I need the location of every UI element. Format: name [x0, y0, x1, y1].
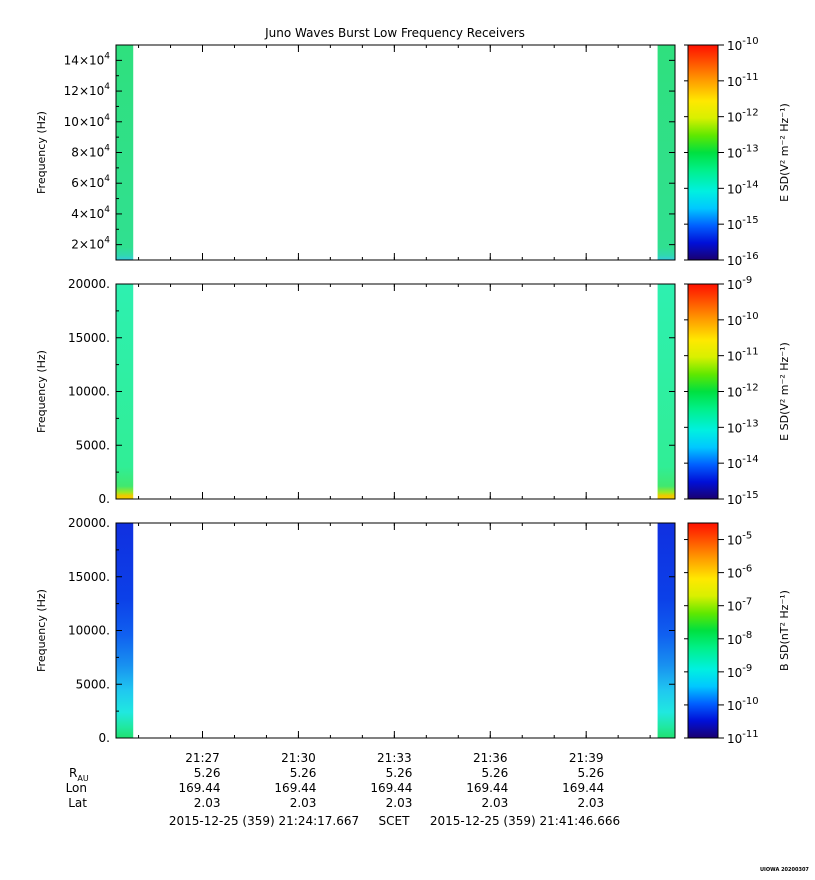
y-tick-label: 8×104	[71, 144, 110, 160]
footer-end: 2015-12-25 (359) 21:41:46.666	[430, 814, 620, 828]
ephemeris-table: RAULonLat5.26169.442.035.26169.442.035.2…	[66, 766, 605, 810]
colorbar-label: B SD(nT² Hz⁻¹)	[778, 590, 791, 671]
y-tick-label: 6×104	[71, 174, 110, 190]
plot-frame	[115, 283, 676, 500]
eph-value-r: 5.26	[386, 766, 413, 780]
footer-frame: SCET	[379, 814, 411, 828]
time-tick-label: 21:30	[281, 751, 316, 765]
eph-value-lat: 2.03	[386, 796, 413, 810]
eph-value-lon: 169.44	[466, 781, 508, 795]
y-axis-label: Frequency (Hz)	[35, 350, 48, 433]
colorbar-tick-label: 10-8	[727, 630, 752, 647]
y-tick-label: 20000.	[68, 277, 110, 291]
colorbar-tick-label: 10-11	[727, 729, 759, 746]
eph-value-lat: 2.03	[290, 796, 317, 810]
colorbar-tick-label: 10-9	[727, 275, 752, 292]
y-tick-label: 0.	[99, 492, 110, 506]
eph-label-lon: Lon	[66, 781, 87, 795]
eph-value-r: 5.26	[194, 766, 221, 780]
colorbar-tick-label: 10-10	[727, 696, 759, 713]
y-axis-label: Frequency (Hz)	[35, 111, 48, 194]
colorbar-tick-label: 10-10	[727, 36, 759, 53]
eph-value-lat: 2.03	[577, 796, 604, 810]
colorbar	[687, 522, 719, 739]
colorbar-tick-label: 10-14	[727, 179, 759, 196]
time-tick-label: 21:33	[377, 751, 412, 765]
eph-value-r: 5.26	[290, 766, 317, 780]
colorbar-tick-label: 10-14	[727, 454, 759, 471]
eph-value-r: 5.26	[482, 766, 509, 780]
eph-value-lon: 169.44	[274, 781, 316, 795]
time-tick-label: 21:36	[473, 751, 508, 765]
y-tick-label: 2×104	[71, 236, 110, 252]
colorbar	[687, 283, 719, 500]
y-tick-label: 5000.	[76, 677, 110, 691]
time-axis: 21:27 21:30 21:33 21:36 21:39	[185, 751, 603, 765]
time-tick-label: 21:27	[185, 751, 220, 765]
eph-label-lat: Lat	[68, 796, 87, 810]
data-burst-2	[657, 45, 675, 260]
colorbar-tick-label: 10-11	[727, 347, 759, 364]
colorbar-tick-label: 10-12	[727, 108, 759, 125]
y-tick-label: 12×104	[64, 82, 111, 98]
panel-3: 0. 5000. 10000. 15000. 20000. Frequency (Hz) 1…	[35, 516, 791, 746]
footer-start: 2015-12-25 (359) 21:24:17.667	[169, 814, 359, 828]
panels-group: 2×104 4×104 6×104 8×104 10×104 12×104 14×104 Fr…	[35, 36, 791, 746]
credit-label: UIOWA 20200307	[760, 867, 809, 873]
colorbar-tick-label: 10-13	[727, 144, 759, 161]
eph-value-lon: 169.44	[179, 781, 221, 795]
colorbar-tick-label: 10-7	[727, 597, 752, 614]
panel-1: 2×104 4×104 6×104 8×104 10×104 12×104 14×104 Fr…	[35, 36, 791, 268]
colorbar-tick-label: 10-16	[727, 251, 759, 268]
colorbar-label: E SD(V² m⁻² Hz⁻¹)	[778, 342, 791, 441]
colorbar-tick-label: 10-12	[727, 383, 759, 400]
colorbar-tick-label: 10-15	[727, 490, 759, 507]
y-tick-label: 15000.	[68, 570, 110, 584]
y-tick-label: 10×104	[64, 113, 111, 129]
eph-value-lat: 2.03	[482, 796, 509, 810]
colorbar-tick-label: 10-10	[727, 311, 759, 328]
y-tick-label: 10000.	[68, 385, 110, 399]
plot-frame	[115, 44, 676, 261]
eph-value-r: 5.26	[577, 766, 604, 780]
y-axis-label: Frequency (Hz)	[35, 589, 48, 672]
colorbar-tick-label: 10-9	[727, 663, 752, 680]
y-tick-label: 0.	[99, 731, 110, 745]
y-tick-label: 5000.	[76, 438, 110, 452]
y-tick-label: 20000.	[68, 516, 110, 530]
y-tick-label: 4×104	[71, 205, 110, 221]
colorbar-tick-label: 10-13	[727, 418, 759, 435]
panel-2: 0. 5000. 10000. 15000. 20000. Frequency (Hz) 1…	[35, 275, 791, 507]
figure-title: Juno Waves Burst Low Frequency Receivers	[264, 26, 525, 40]
time-tick-label: 21:39	[569, 751, 604, 765]
y-tick-label: 15000.	[68, 331, 110, 345]
colorbar-tick-label: 10-6	[727, 564, 752, 581]
eph-value-lon: 169.44	[370, 781, 412, 795]
colorbar-tick-label: 10-5	[727, 531, 752, 548]
y-tick-label: 10000.	[68, 624, 110, 638]
y-tick-label: 14×104	[64, 51, 111, 67]
eph-value-lon: 169.44	[562, 781, 604, 795]
colorbar-tick-label: 10-11	[727, 72, 759, 89]
colorbar	[687, 44, 719, 261]
data-burst-1	[116, 45, 134, 260]
colorbar-label: E SD(V² m⁻² Hz⁻¹)	[778, 103, 791, 202]
plot-frame	[115, 522, 676, 739]
colorbar-tick-label: 10-15	[727, 215, 759, 232]
eph-value-lat: 2.03	[194, 796, 221, 810]
